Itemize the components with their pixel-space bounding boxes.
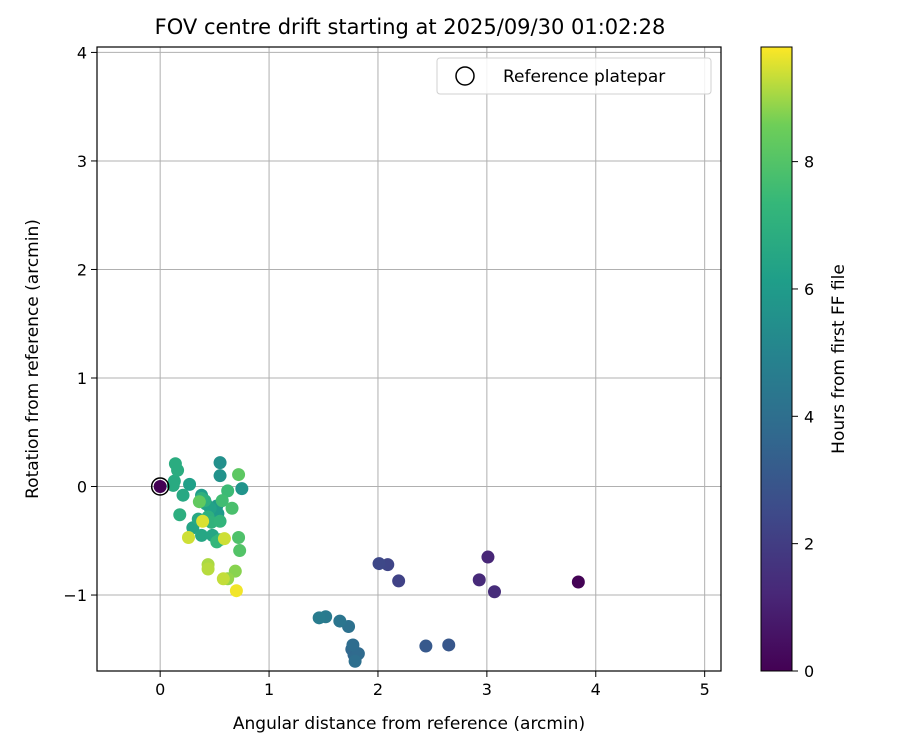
scatter-point — [481, 550, 495, 564]
scatter-point — [153, 480, 167, 494]
y-tick-label: 0 — [77, 478, 87, 497]
scatter-point — [232, 531, 246, 545]
scatter-point — [181, 531, 195, 545]
colorbar-ticks: 0 2 4 6 8 — [792, 153, 814, 681]
x-tick-label: 0 — [155, 680, 165, 699]
scatter-point — [216, 572, 230, 586]
colorbar-tick-label: 8 — [804, 153, 814, 172]
scatter-point — [168, 457, 182, 471]
scatter-series — [153, 456, 585, 668]
scatter-point — [419, 639, 433, 653]
scatter-point — [195, 528, 209, 542]
scatter-point — [221, 484, 235, 498]
scatter-point — [233, 544, 247, 558]
y-tick-label: 4 — [77, 43, 87, 62]
scatter-point — [346, 638, 360, 652]
scatter-point — [213, 456, 227, 470]
legend: Reference platepar — [436, 57, 712, 95]
colorbar-gradient — [760, 46, 793, 672]
scatter-point — [312, 611, 326, 625]
scatter-point — [215, 494, 229, 508]
colorbar-label: Hours from first FF file — [829, 264, 849, 454]
scatter-point — [176, 488, 190, 502]
y-tick-label: −1 — [63, 586, 87, 605]
scatter-point — [166, 478, 180, 492]
scatter-point — [192, 495, 206, 509]
x-tick-label: 4 — [591, 680, 601, 699]
grid-lines — [97, 47, 721, 671]
scatter-point — [348, 654, 362, 668]
x-axis-ticks: 0 1 2 3 4 5 — [155, 671, 710, 699]
colorbar: 0 2 4 6 8 Hours from first FF file — [760, 46, 849, 681]
x-tick-label: 1 — [264, 680, 274, 699]
x-tick-label: 3 — [482, 680, 492, 699]
x-tick-label: 2 — [373, 680, 383, 699]
colorbar-tick-label: 0 — [804, 662, 814, 681]
scatter-point — [442, 638, 456, 652]
scatter-point — [372, 557, 386, 571]
y-tick-label: 1 — [77, 369, 87, 388]
x-axis-label: Angular distance from reference (arcmin) — [233, 714, 585, 734]
scatter-point — [217, 532, 231, 546]
y-axis-ticks: −1 0 1 2 3 4 — [63, 43, 97, 605]
scatter-point — [235, 482, 249, 496]
scatter-point — [229, 584, 243, 598]
reference-marker — [150, 477, 170, 496]
scatter-point — [487, 585, 501, 599]
scatter-point — [232, 468, 246, 482]
legend-box — [436, 57, 712, 95]
scatter-point — [213, 514, 227, 528]
scatter-point — [196, 514, 210, 528]
legend-label: Reference platepar — [503, 67, 665, 87]
legend-reference-marker — [455, 66, 475, 86]
scatter-point — [571, 575, 585, 589]
y-axis-label: Rotation from reference (arcmin) — [23, 219, 43, 499]
chart-title: FOV centre drift starting at 2025/09/30 … — [155, 15, 666, 39]
scatter-point — [173, 508, 187, 522]
plot-frame — [96, 46, 722, 672]
scatter-point — [201, 562, 215, 576]
scatter-point — [213, 469, 227, 483]
colorbar-tick-label: 2 — [804, 535, 814, 554]
colorbar-tick-label: 4 — [804, 407, 814, 426]
colorbar-tick-label: 6 — [804, 280, 814, 299]
x-tick-label: 5 — [700, 680, 710, 699]
y-tick-label: 2 — [77, 260, 87, 279]
scatter-point — [333, 614, 347, 628]
scatter-point — [392, 574, 406, 588]
scatter-point — [183, 477, 197, 491]
y-tick-label: 3 — [77, 152, 87, 171]
scatter-point — [472, 573, 486, 587]
scatter-point — [225, 501, 239, 515]
